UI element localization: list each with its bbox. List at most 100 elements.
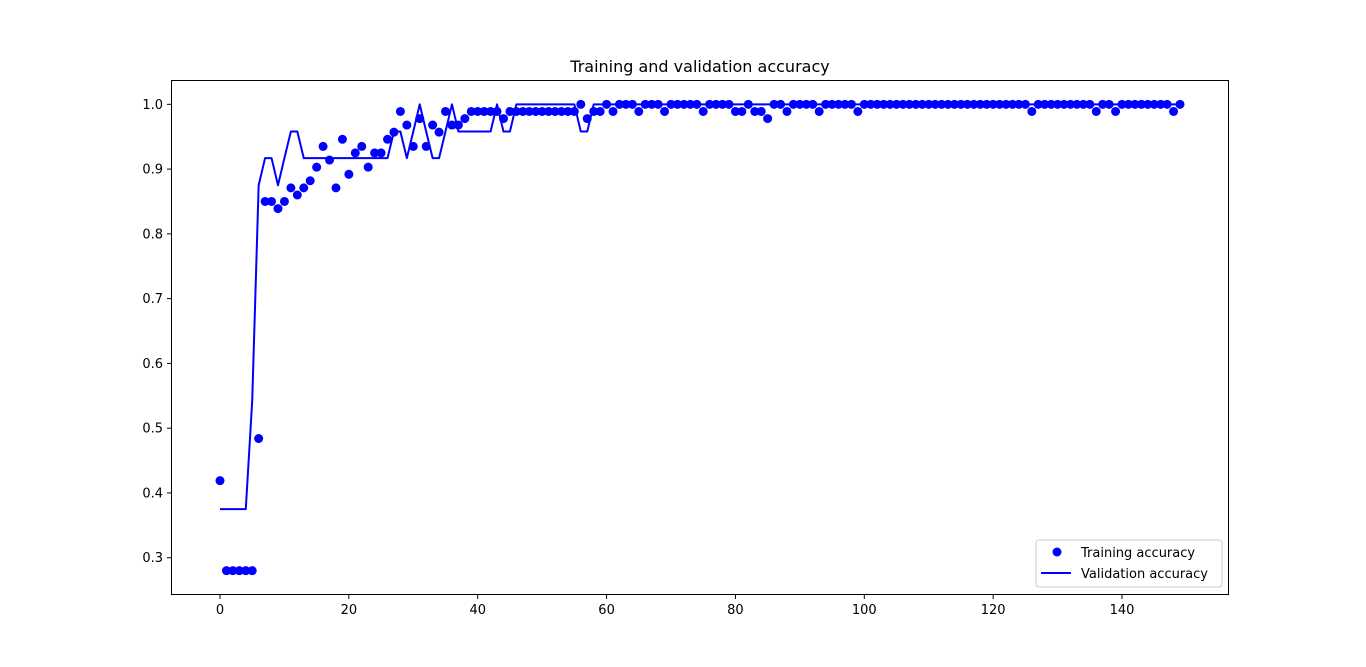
training-accuracy-point	[621, 99, 631, 109]
y-tick-label: 1.0	[142, 98, 163, 113]
training-accuracy-point	[692, 99, 702, 109]
training-accuracy-point	[705, 99, 715, 109]
training-accuracy-point	[1059, 99, 1069, 109]
x-tick-label: 100	[852, 603, 877, 618]
training-accuracy-point	[627, 99, 637, 109]
y-tick-label: 0.9	[142, 163, 163, 178]
training-accuracy-point	[460, 114, 470, 124]
y-tick-label: 0.8	[142, 227, 163, 242]
training-accuracy-point	[1143, 99, 1153, 109]
training-accuracy-point	[814, 106, 824, 116]
training-accuracy-point	[531, 106, 541, 116]
training-accuracy-point	[982, 99, 992, 109]
training-accuracy-point	[421, 141, 431, 151]
training-accuracy-point	[466, 106, 476, 116]
training-accuracy-point	[634, 106, 644, 116]
training-accuracy-point	[1098, 99, 1108, 109]
training-accuracy-point	[950, 99, 959, 109]
x-tick-label: 120	[981, 603, 1006, 618]
training-accuracy-point	[756, 106, 766, 116]
training-accuracy-point	[724, 99, 734, 109]
training-accuracy-point	[1123, 99, 1133, 109]
training-accuracy-point	[866, 99, 876, 109]
training-accuracy-point	[267, 196, 277, 206]
training-accuracy-point	[853, 106, 863, 116]
training-accuracy-point	[389, 127, 399, 137]
training-accuracy-point	[904, 99, 914, 109]
legend-label-validation: Validation accuracy	[1081, 567, 1208, 582]
training-accuracy-point	[241, 566, 251, 576]
training-accuracy-point	[292, 190, 302, 200]
y-tick-label: 0.5	[142, 422, 163, 437]
training-accuracy-point	[776, 99, 786, 109]
training-accuracy-point	[1117, 99, 1127, 109]
training-accuracy-point	[1085, 99, 1095, 109]
training-accuracy-point	[441, 106, 450, 116]
training-accuracy-point	[962, 99, 972, 109]
x-axis: 0 20 40 60 80 100 120 140	[216, 594, 1134, 618]
training-accuracy-point	[1175, 99, 1185, 109]
training-accuracy-point	[1007, 99, 1017, 109]
training-accuracy-point	[737, 106, 747, 116]
training-accuracy-point	[312, 162, 322, 172]
training-accuracy-point	[1001, 99, 1011, 109]
y-tick-label: 0.6	[142, 357, 163, 372]
training-accuracy-point	[473, 106, 483, 116]
x-tick-label: 60	[598, 603, 615, 618]
training-accuracy-point	[363, 162, 373, 172]
training-accuracy-point	[576, 99, 586, 109]
training-accuracy-point	[827, 99, 837, 109]
training-accuracy-point	[911, 99, 921, 109]
training-accuracy-point	[808, 99, 818, 109]
training-accuracy-point	[1091, 106, 1101, 116]
training-accuracy-point	[730, 106, 740, 116]
training-accuracy-point	[215, 476, 225, 486]
training-accuracy-point	[1040, 99, 1050, 109]
training-accuracy-point	[344, 169, 354, 179]
training-accuracy-point	[788, 99, 798, 109]
training-accuracy-point	[563, 106, 573, 116]
training-accuracy-point	[337, 134, 347, 144]
training-accuracy-point	[943, 99, 953, 109]
training-accuracy-point	[279, 196, 289, 206]
legend-box	[1035, 539, 1223, 588]
training-accuracy-point	[602, 99, 612, 109]
training-accuracy-point	[376, 148, 386, 158]
training-accuracy-point	[1020, 99, 1030, 109]
training-accuracy-point	[859, 99, 869, 109]
training-accuracy-point	[556, 106, 566, 116]
training-accuracy-point	[1169, 106, 1179, 116]
training-accuracy-point	[428, 120, 438, 130]
training-accuracy-point	[305, 176, 315, 186]
x-tick-label: 40	[469, 603, 486, 618]
training-accuracy-point	[537, 106, 547, 116]
training-accuracy-point	[505, 106, 515, 116]
training-accuracy-point	[614, 99, 624, 109]
training-accuracy-point	[834, 99, 844, 109]
training-accuracy-point	[524, 106, 534, 116]
training-accuracy-point	[885, 99, 895, 109]
y-tick-label: 0.7	[142, 292, 163, 307]
training-accuracy-point	[228, 566, 238, 576]
training-accuracy-point	[1136, 99, 1146, 109]
legend: Training accuracy Validation accuracy	[1035, 539, 1223, 588]
training-accuracy-point	[247, 566, 257, 576]
training-accuracy-point	[550, 106, 560, 116]
training-accuracy-point	[892, 99, 902, 109]
training-accuracy-point	[254, 434, 264, 444]
training-accuracy-point	[1027, 106, 1037, 116]
training-accuracy-point	[1156, 99, 1166, 109]
training-accuracy-point	[453, 120, 463, 130]
x-tick-label: 0	[216, 603, 224, 618]
training-accuracy-point	[840, 99, 850, 109]
y-tick-label: 0.4	[142, 486, 163, 501]
training-accuracy-point	[711, 99, 721, 109]
training-accuracy-point	[544, 106, 554, 116]
training-accuracy-point	[1072, 99, 1082, 109]
training-accuracy-point	[795, 99, 805, 109]
training-accuracy-point	[395, 106, 405, 116]
training-accuracy-point	[1078, 99, 1088, 109]
training-accuracy-point	[660, 106, 670, 116]
training-accuracy-point	[447, 120, 457, 130]
